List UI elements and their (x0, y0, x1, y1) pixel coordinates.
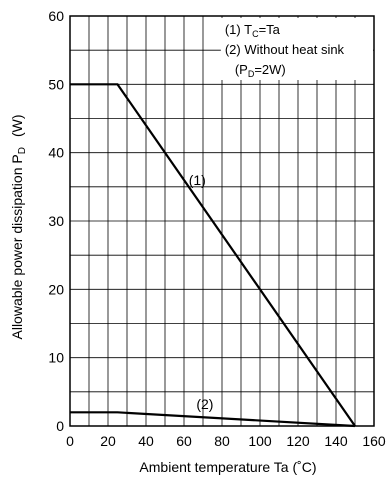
legend-entry-2-condition-main: (P (235, 62, 248, 77)
x-tick-label: 140 (324, 433, 348, 449)
legend-entry-1-sub: C (252, 29, 259, 39)
x-tick-label: 0 (66, 433, 74, 449)
legend-entry-1: (1) TC=Ta (225, 22, 281, 39)
series-annotations: (1) (2) (189, 172, 214, 412)
y-tick-label: 40 (48, 145, 64, 161)
legend-entry-1-main: (1) T (225, 22, 252, 37)
legend-entry-2-condition: (PD=2W) (235, 62, 286, 79)
x-tick-label: 60 (176, 433, 192, 449)
y-axis-label-main: Allowable power dissipation P (9, 154, 25, 339)
x-axis-label: Ambient temperature Ta (˚C) (139, 459, 316, 475)
y-tick-label: 10 (48, 350, 64, 366)
legend-entry-2-condition-sub: D (248, 69, 255, 79)
y-axis-label-unit: (W) (9, 115, 25, 138)
y-axis-label: Allowable power dissipation PD (W) (9, 115, 28, 340)
y-tick-label: 50 (48, 76, 64, 92)
x-tick-label: 120 (286, 433, 310, 449)
y-axis-label-sub: D (17, 147, 28, 154)
legend-entry-2: (2) Without heat sink (225, 42, 345, 57)
y-tick-label: 60 (48, 8, 64, 24)
series-lines (70, 83, 356, 428)
x-tick-label: 160 (362, 433, 386, 449)
plot-frame (69, 15, 375, 427)
y-tick-label: 30 (48, 213, 64, 229)
x-tick-label: 80 (214, 433, 230, 449)
y-tick-label: 0 (56, 418, 64, 434)
legend-background (220, 18, 373, 80)
x-tick-labels: 0 20 40 60 80 100 120 140 160 (66, 433, 386, 449)
series-annotation-2: (2) (196, 396, 213, 412)
x-tick-label: 40 (138, 433, 154, 449)
series-line-2 (70, 411, 356, 428)
y-tick-labels: 0 10 20 30 40 50 60 (48, 8, 64, 434)
series-annotation-1: (1) (189, 172, 206, 188)
legend-entry-1-rest: =Ta (259, 22, 281, 37)
y-tick-label: 20 (48, 281, 64, 297)
x-tick-label: 100 (248, 433, 272, 449)
legend-entry-2-condition-rest: =2W) (254, 62, 285, 77)
legend: (1) TC=Ta (2) Without heat sink (PD=2W) (220, 18, 373, 80)
series-line-1 (70, 83, 356, 427)
x-tick-label: 20 (100, 433, 116, 449)
